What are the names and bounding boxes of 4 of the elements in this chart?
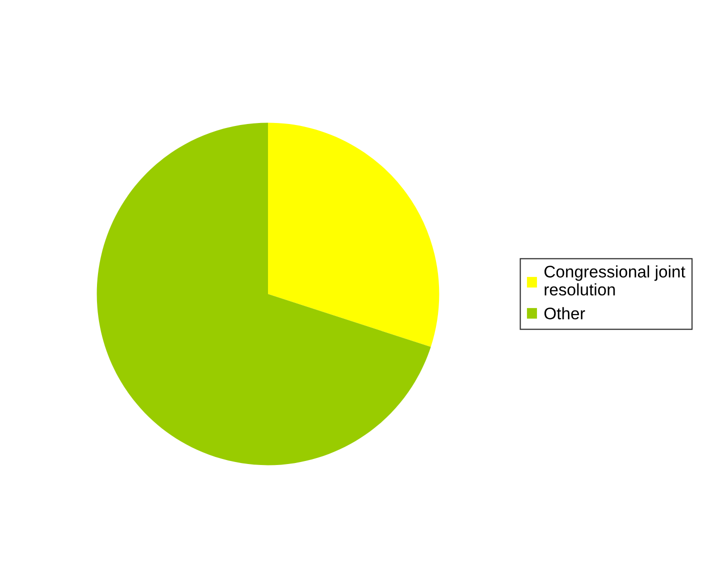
legend-label: Congressional joint resolution <box>544 265 686 296</box>
pie-slice <box>268 122 440 347</box>
legend-label: Other <box>544 307 586 320</box>
pie-slice <box>96 122 431 466</box>
